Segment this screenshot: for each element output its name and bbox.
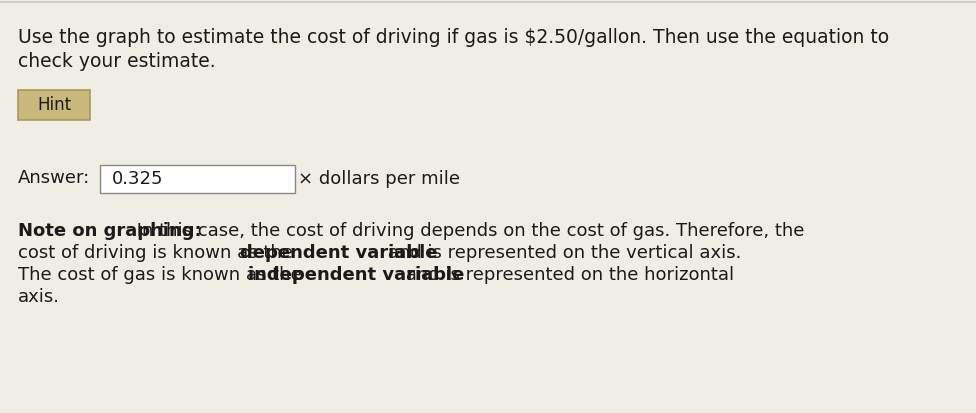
Text: The cost of gas is known as the: The cost of gas is known as the [18, 266, 307, 284]
Text: cost of driving is known as the: cost of driving is known as the [18, 244, 299, 262]
Text: Use the graph to estimate the cost of driving if gas is $2.50/gallon. Then use t: Use the graph to estimate the cost of dr… [18, 28, 889, 47]
Text: axis.: axis. [18, 288, 60, 306]
Text: 0.325: 0.325 [112, 170, 164, 188]
Text: Answer:: Answer: [18, 169, 90, 187]
FancyBboxPatch shape [18, 90, 90, 120]
Text: × dollars per mile: × dollars per mile [298, 170, 460, 188]
Text: and is represented on the horizontal: and is represented on the horizontal [400, 266, 734, 284]
Text: independent variable: independent variable [248, 266, 465, 284]
Text: check your estimate.: check your estimate. [18, 52, 216, 71]
FancyBboxPatch shape [100, 165, 295, 193]
Text: Note on graphing:: Note on graphing: [18, 222, 202, 240]
Text: and is represented on the vertical axis.: and is represented on the vertical axis. [382, 244, 742, 262]
Text: Hint: Hint [37, 96, 71, 114]
Text: In this case, the cost of driving depends on the cost of gas. Therefore, the: In this case, the cost of driving depend… [131, 222, 804, 240]
Text: dependent variable: dependent variable [240, 244, 437, 262]
